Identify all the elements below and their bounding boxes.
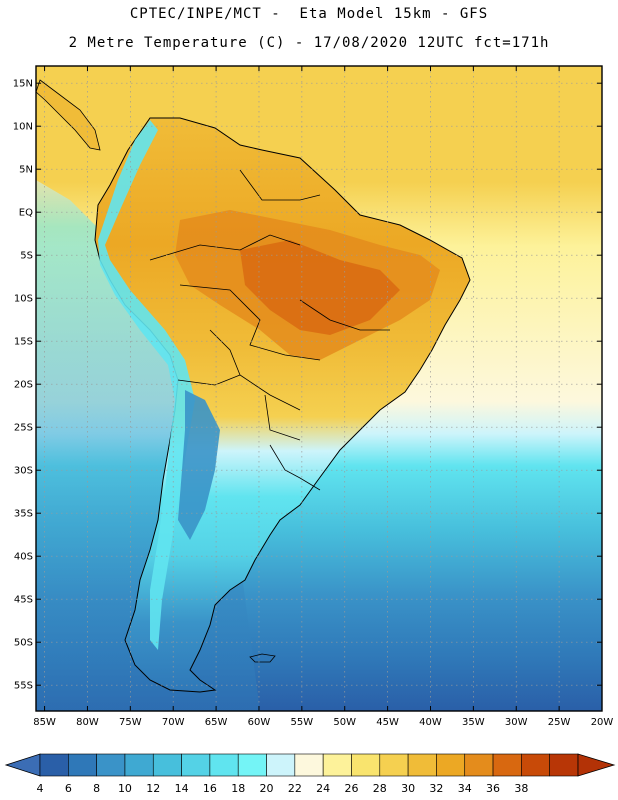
colorbar-swatch (492, 753, 522, 777)
lat-label: 25S (14, 423, 33, 434)
colorbar-label: 34 (458, 782, 472, 795)
country-borders (149, 169, 390, 491)
lat-label: 5N (19, 165, 33, 176)
colorbar-swatch (39, 753, 69, 777)
colorbar-label: 20 (260, 782, 274, 795)
lat-label: 50S (14, 638, 33, 649)
lat-label: 40S (14, 552, 33, 563)
colorbar-swatch (124, 753, 154, 777)
colorbar-label: 26 (344, 782, 358, 795)
colorbar: 4 6 8 10 12 14 16 18 20 22 24 26 28 30 32 34 36 38 (4, 753, 616, 795)
lat-label: 45S (14, 595, 33, 606)
colorbar-swatch (294, 753, 324, 777)
colorbar-label: 6 (65, 782, 72, 795)
lat-label: 10N (13, 122, 33, 133)
colorbar-swatch (521, 753, 550, 777)
map-field (36, 66, 602, 711)
falkland-islands (249, 653, 276, 663)
colorbar-swatch (464, 753, 494, 777)
lat-label: 20S (14, 380, 33, 391)
lon-label: 40W (419, 717, 442, 728)
colorbar-swatch (407, 753, 437, 777)
northern-warm-band (36, 66, 602, 146)
colorbar-swatch (152, 753, 182, 777)
lat-label: 5S (20, 251, 33, 262)
colorbar-label: 24 (316, 782, 330, 795)
colorbar-swatch (379, 753, 409, 777)
colorbar-swatch (351, 753, 381, 777)
colorbar-swatch (266, 753, 296, 777)
lat-label: 15S (14, 337, 33, 348)
map-title-line2: 2 Metre Temperature (C) - 17/08/2020 12U… (68, 35, 550, 51)
lon-label: 35W (462, 717, 485, 728)
andes-cool-strip (98, 120, 195, 650)
colorbar-label: 28 (373, 782, 387, 795)
colorbar-swatch (209, 753, 239, 777)
lat-label: 15N (13, 79, 33, 90)
colorbar-low-arrow (4, 753, 41, 777)
colorbar-label: 14 (175, 782, 189, 795)
lat-label: 30S (14, 466, 33, 477)
colorbar-label: 32 (429, 782, 443, 795)
lat-label: 10S (14, 294, 33, 305)
colorbar-swatch (96, 753, 126, 777)
colorbar-label: 10 (118, 782, 132, 795)
lon-label: 80W (76, 717, 99, 728)
colorbar-swatch (436, 753, 466, 777)
lon-label: 45W (376, 717, 399, 728)
colorbar-label: 38 (514, 782, 528, 795)
lat-label: 35S (14, 509, 33, 520)
colorbar-label: 8 (93, 782, 100, 795)
lat-label: EQ (19, 208, 33, 219)
southern-andes-cold (178, 390, 220, 540)
lon-label: 70W (162, 717, 185, 728)
lon-label: 60W (248, 717, 271, 728)
lon-label: 75W (119, 717, 142, 728)
lon-label: 30W (505, 717, 528, 728)
colorbar-label: 22 (288, 782, 302, 795)
hottest-core-region (240, 240, 400, 335)
central-america (36, 79, 101, 151)
colorbar-label: 4 (37, 782, 44, 795)
map-frame (35, 65, 603, 712)
map-title-line1: CPTEC/INPE/MCT - Eta Model 15km - GFS (129, 6, 489, 22)
colorbar-swatch (322, 753, 352, 777)
colorbar-label: 12 (146, 782, 160, 795)
colorbar-label: 36 (486, 782, 500, 795)
longitude-axis: 85W 80W 75W 70W 65W 60W 55W 50W 45W 40W 35W 30W 25W 2… (33, 66, 613, 728)
colorbar-swatch (237, 753, 267, 777)
colorbar-high-arrow (577, 753, 616, 777)
lon-label: 65W (205, 717, 228, 728)
colorbar-swatch (549, 753, 579, 777)
colorbar-label: 16 (203, 782, 217, 795)
latitude-axis: 15N 10N 5N EQ 5S 10S 15S 20S 25S 30S 35S 40S 45S 50S 5… (13, 79, 602, 692)
lon-label: 50W (333, 717, 356, 728)
lon-label: 25W (548, 717, 571, 728)
colorbar-swatch (68, 753, 97, 777)
colorbar-label: 18 (231, 782, 245, 795)
lon-label: 85W (33, 717, 56, 728)
colorbar-label: 30 (401, 782, 415, 795)
lon-label: 20W (591, 717, 614, 728)
colorbar-swatch (181, 753, 211, 777)
lat-label: 55S (14, 681, 33, 692)
lon-label: 55W (291, 717, 314, 728)
